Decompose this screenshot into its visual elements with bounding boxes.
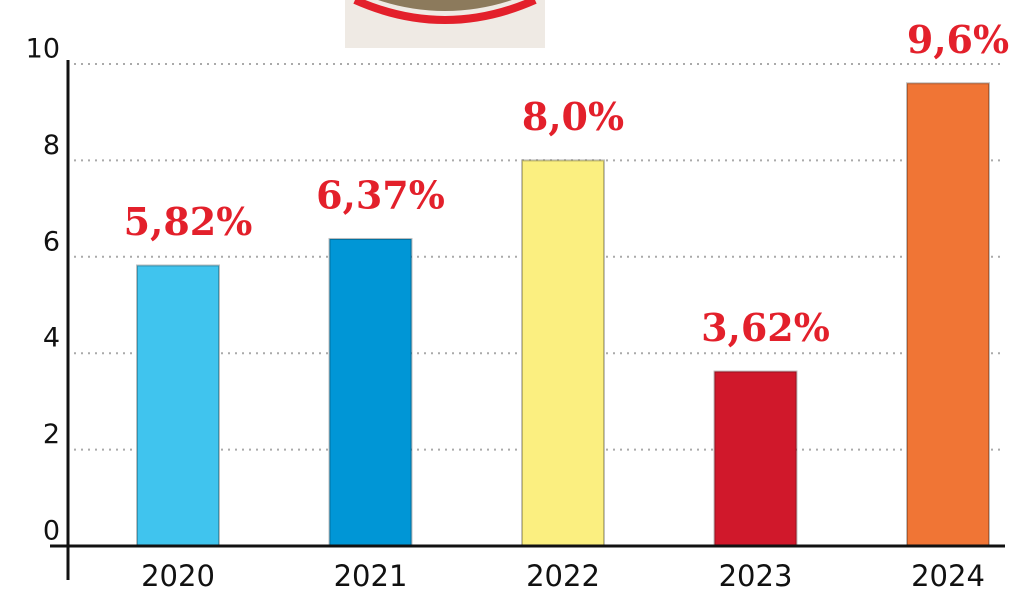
bar: [715, 372, 797, 546]
y-tick-label: 0: [43, 516, 60, 547]
y-tick-label: 2: [43, 419, 60, 450]
bar: [522, 160, 604, 546]
value-label: 9,6%: [907, 17, 1009, 62]
y-tick-label: 4: [43, 323, 60, 354]
x-tick-label: 2021: [334, 559, 408, 593]
bar: [137, 265, 219, 546]
decorative-image: [345, 0, 545, 48]
x-tick-label: 2022: [526, 559, 600, 593]
y-tick-label: 8: [43, 130, 60, 161]
value-label: 5,82%: [124, 199, 253, 244]
value-label: 6,37%: [316, 172, 445, 217]
x-tick-label: 2020: [141, 559, 215, 593]
x-tick-label: 2023: [719, 559, 793, 593]
value-label: 3,62%: [701, 305, 830, 350]
bar: [907, 83, 989, 546]
value-label: 8,0%: [522, 94, 624, 139]
y-tick-label: 6: [43, 226, 60, 257]
chart: 0 2 4 6 8 10 2020 5,82% 2021 6,37% 2022 8,0% 2023 3,6…: [0, 0, 1012, 594]
x-tick-label: 2024: [911, 559, 985, 593]
y-tick-label: 10: [26, 34, 60, 65]
bar: [330, 239, 412, 546]
